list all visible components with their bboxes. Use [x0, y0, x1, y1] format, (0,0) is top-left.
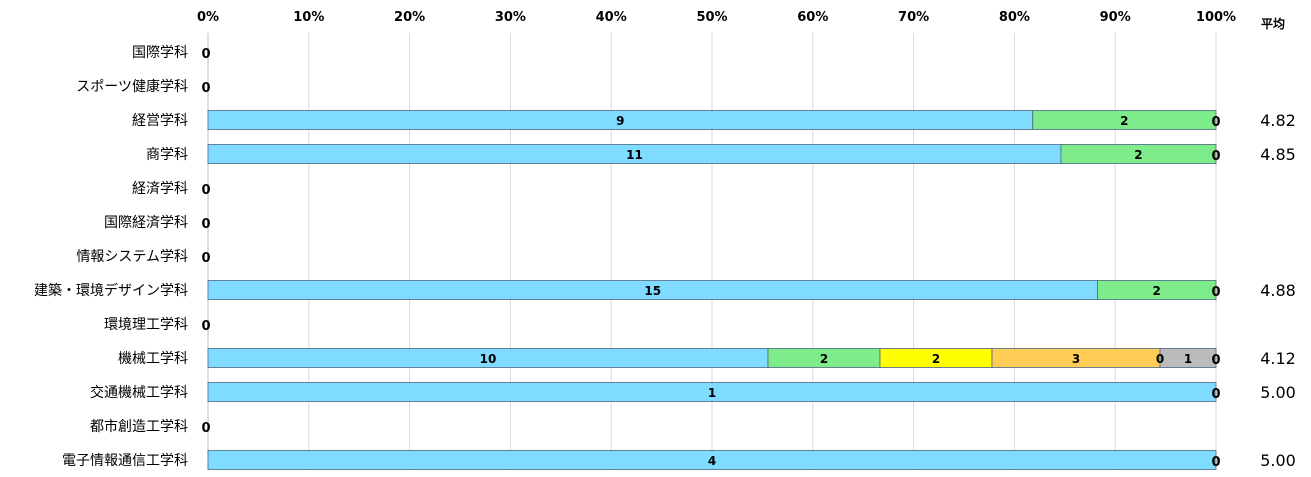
zero-value-label: 0	[201, 251, 210, 266]
bar-segment	[1060, 144, 1217, 164]
average-value: 5.00	[1260, 451, 1296, 470]
category-label: 国際学科	[132, 45, 188, 61]
average-column-header: 平均	[1261, 16, 1285, 31]
average-value: 4.12	[1260, 349, 1296, 368]
x-tick-label: 0%	[197, 10, 219, 25]
zero-value-label: 0	[201, 217, 210, 232]
bar-segment	[1159, 348, 1217, 368]
zero-value-label: 0	[201, 319, 210, 334]
zero-value-label: 0	[201, 421, 210, 436]
x-tick-label: 70%	[898, 10, 929, 25]
zero-value-label: 0	[201, 183, 210, 198]
x-tick-label: 90%	[1100, 10, 1131, 25]
category-label: 経済学科	[132, 181, 188, 197]
average-value: 4.82	[1260, 111, 1296, 130]
zero-value-label: 0	[201, 47, 210, 62]
category-label: 交通機械工学科	[90, 384, 188, 401]
bar-value-label: 2	[1153, 284, 1161, 298]
x-tick-label: 30%	[495, 10, 526, 25]
zero-value-label: 0	[1211, 387, 1220, 402]
bar-value-label: 11	[626, 148, 643, 162]
bar-value-label: 2	[1134, 148, 1142, 162]
bar-value-label: 2	[932, 352, 940, 366]
category-label: 国際経済学科	[104, 215, 188, 231]
category-label: 経営学科	[132, 113, 188, 129]
bar-value-label: 0	[1156, 352, 1164, 366]
x-tick-label: 60%	[797, 10, 828, 25]
zero-value-label: 0	[1211, 353, 1220, 368]
category-label: 環境理工学科	[104, 317, 188, 333]
category-label: 電子情報通信工学科	[62, 453, 188, 469]
category-label: 情報システム学科	[76, 249, 188, 265]
bar-value-label: 4	[708, 454, 716, 468]
bar-value-label: 15	[644, 284, 661, 298]
category-label: 機械工学科	[118, 351, 188, 367]
category-label: 建築・環境デザイン学科	[34, 282, 188, 299]
average-value: 4.88	[1260, 281, 1296, 300]
bar-value-label: 2	[1120, 114, 1128, 128]
x-tick-label: 50%	[696, 10, 727, 25]
zero-value-label: 0	[1211, 115, 1220, 130]
x-tick-label: 100%	[1196, 10, 1236, 25]
category-label: 都市創造工学科	[90, 418, 188, 435]
bar-value-label: 3	[1072, 352, 1080, 366]
bar-value-label: 1	[708, 386, 716, 400]
category-label: 商学科	[146, 147, 188, 163]
bar-segment	[207, 382, 1217, 402]
average-value: 4.85	[1260, 145, 1296, 164]
zero-value-label: 0	[1211, 149, 1220, 164]
bar-value-label: 9	[616, 114, 624, 128]
bar-value-label: 1	[1184, 352, 1192, 366]
category-label: スポーツ健康学科	[76, 78, 188, 95]
bar-segment	[207, 450, 1217, 470]
bar-value-label: 10	[480, 352, 497, 366]
x-tick-label: 40%	[596, 10, 627, 25]
x-tick-label: 20%	[394, 10, 425, 25]
x-tick-label: 80%	[999, 10, 1030, 25]
bar-segment	[1032, 110, 1217, 130]
zero-value-label: 0	[201, 81, 210, 96]
x-tick-label: 10%	[293, 10, 324, 25]
bar-value-label: 2	[820, 352, 828, 366]
zero-value-label: 0	[1211, 455, 1220, 470]
zero-value-label: 0	[1211, 285, 1220, 300]
bar-segment	[1097, 280, 1217, 300]
average-value: 5.00	[1260, 383, 1296, 402]
